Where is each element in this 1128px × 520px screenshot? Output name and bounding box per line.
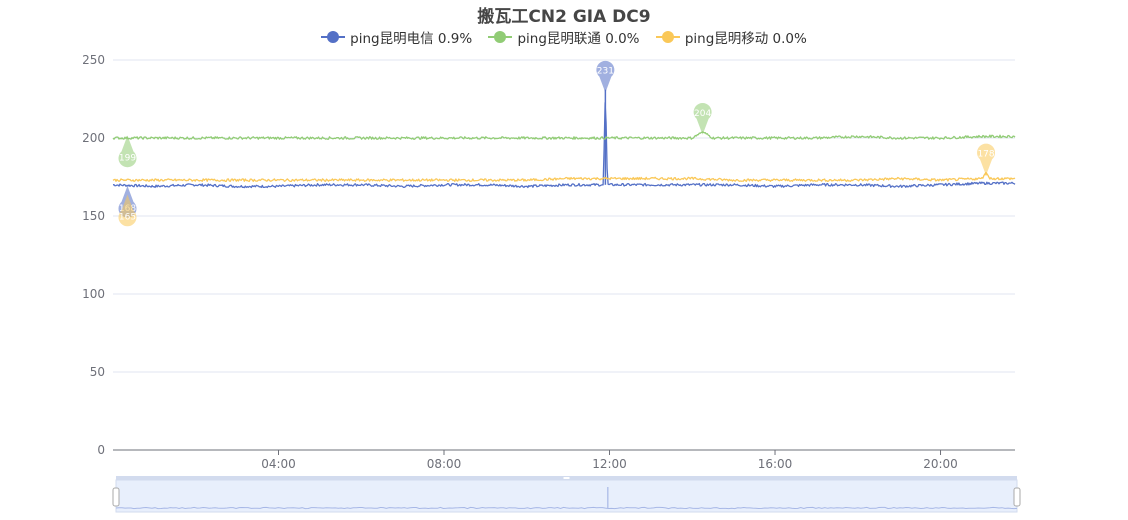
max-marker-0: 231 xyxy=(596,60,615,93)
legend-swatch-telecom xyxy=(321,30,346,44)
legend-label-telecom: ping昆明电信 0.9% xyxy=(350,31,473,47)
series-line-0 xyxy=(112,102,1016,189)
datazoom-slider xyxy=(112,476,1021,513)
min-marker-1-label: 199 xyxy=(119,154,136,164)
max-marker-1-shape xyxy=(693,103,712,135)
y-tick-label: 200 xyxy=(82,131,105,145)
y-tick-label: 0 xyxy=(97,443,105,457)
datazoom-move-grip[interactable] xyxy=(563,477,570,479)
series-lines xyxy=(112,89,1016,189)
y-tick-label: 250 xyxy=(82,53,105,67)
legend-item-mobile[interactable]: ping昆明移动 0.0% xyxy=(655,27,807,47)
max-marker-2-label: 178 xyxy=(977,149,994,159)
legend-swatch-mobile xyxy=(655,30,680,44)
max-marker-1-label: 204 xyxy=(694,109,711,119)
legend-label-unicom: ping昆明联通 0.0% xyxy=(517,31,640,47)
series-line-1 xyxy=(112,131,1016,140)
axes: 0 50 100 150 200 250 04:00 08:00 12:00 16:00 20:00 xyxy=(82,53,1015,471)
max-marker-1: 204 xyxy=(693,103,712,135)
datazoom-start-handle[interactable] xyxy=(112,487,120,507)
datazoom-preview-line xyxy=(115,506,1018,510)
legend-item-telecom[interactable]: ping昆明电信 0.9% xyxy=(321,27,472,47)
y-tick-label: 150 xyxy=(82,209,105,223)
chart-title: 搬瓦工CN2 GIA DC9 xyxy=(477,7,651,27)
y-tick-label: 100 xyxy=(82,287,105,301)
x-tick-label: 04:00 xyxy=(261,457,296,471)
min-marker-2: 165 xyxy=(118,194,137,227)
extreme-markers: 231204178168199165 xyxy=(118,60,996,227)
min-marker-1: 199 xyxy=(118,135,137,168)
x-tick-label: 08:00 xyxy=(427,457,462,471)
datazoom-end-handle[interactable] xyxy=(1013,487,1021,507)
max-marker-2: 178 xyxy=(977,143,996,176)
min-marker-1-shape xyxy=(118,135,137,168)
legend-swatch-unicom xyxy=(488,30,513,44)
min-marker-2-label: 165 xyxy=(119,213,136,223)
max-marker-0-label: 231 xyxy=(597,67,614,77)
y-tick-label: 50 xyxy=(90,365,105,379)
legend-label-mobile: ping昆明移动 0.0% xyxy=(684,31,807,47)
series-line-2 xyxy=(112,171,1016,183)
min-marker-2-shape xyxy=(118,194,137,227)
max-marker-2-shape xyxy=(977,143,996,176)
legend-item-unicom[interactable]: ping昆明联通 0.0% xyxy=(488,27,640,47)
grid-lines xyxy=(113,59,1015,373)
x-tick-label: 20:00 xyxy=(923,457,958,471)
chart-legend: ping昆明电信 0.9% ping昆明联通 0.0% ping昆明移动 0.0… xyxy=(0,27,1128,48)
x-tick-label: 16:00 xyxy=(758,457,793,471)
max-marker-0-shape xyxy=(596,60,615,93)
x-tick-label: 12:00 xyxy=(592,457,627,471)
